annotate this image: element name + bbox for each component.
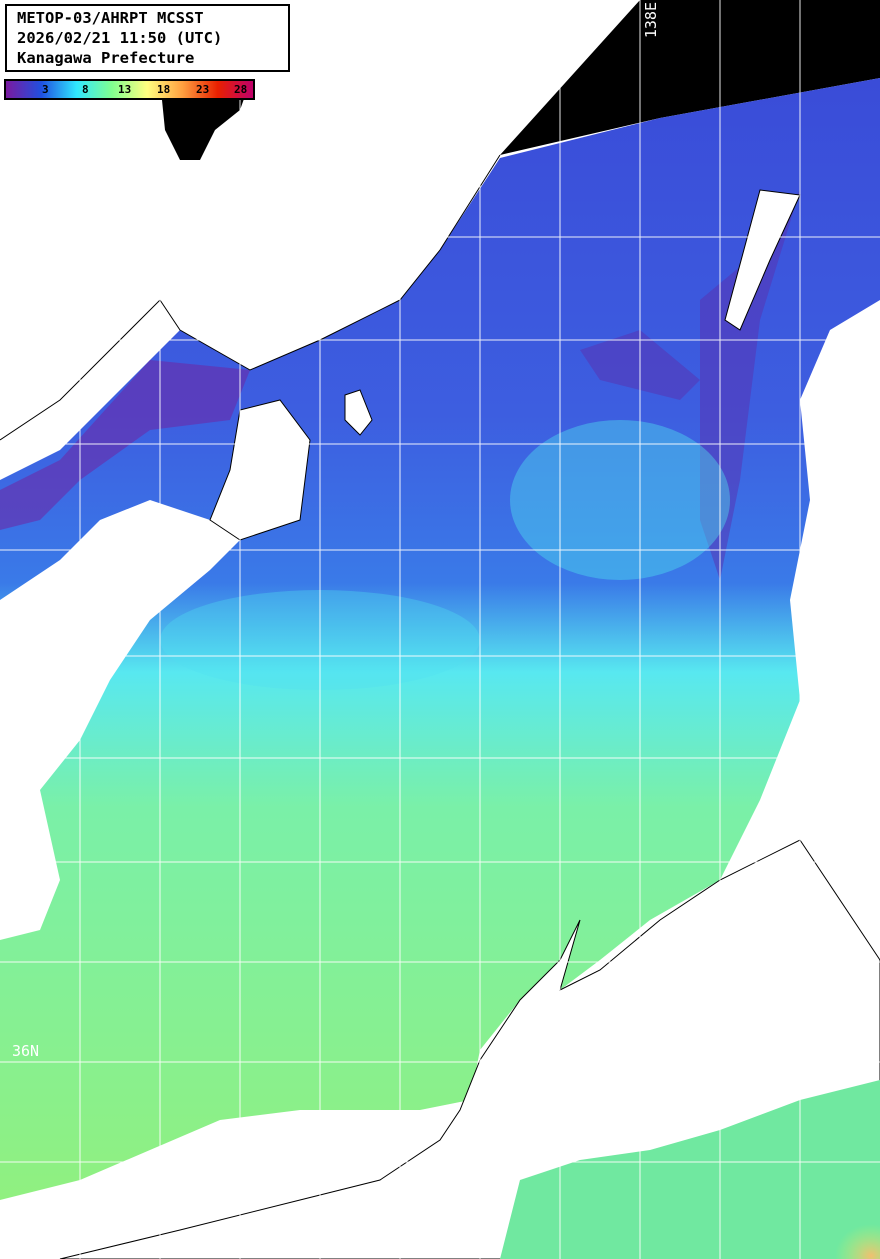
land-noto [209, 399, 311, 541]
longitude-label: 138E [642, 2, 660, 39]
land-sado [724, 189, 801, 331]
cold-patch [700, 190, 800, 580]
region-name: Kanagawa Prefecture [17, 49, 195, 67]
cold-patch [0, 360, 250, 530]
land-oki [344, 389, 373, 436]
warm-eddy [510, 420, 730, 580]
color-scale-legend: 3 8 13 18 23 28 [4, 79, 255, 100]
latitude-label: 36N [12, 1042, 40, 1060]
observation-time: 2026/02/21 11:50 (UTC) [17, 29, 223, 47]
legend-tick: 13 [118, 83, 132, 96]
legend-tick: 28 [234, 83, 248, 96]
legend-tick: 3 [42, 83, 49, 96]
legend-tick: 18 [157, 83, 171, 96]
no-data-region [500, 0, 880, 155]
title-box: METOP-03/AHRPT MCSST 2026/02/21 11:50 (U… [5, 4, 290, 72]
land-korea-coast [0, 154, 501, 441]
land-rebun [160, 80, 250, 160]
legend-tick: 8 [82, 83, 89, 96]
legend-tick: 23 [196, 83, 210, 96]
satellite-product: METOP-03/AHRPT MCSST [17, 9, 204, 27]
warm-region [700, 1100, 880, 1259]
